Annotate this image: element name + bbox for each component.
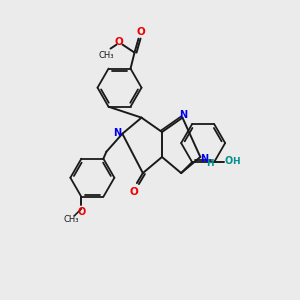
Text: O: O (224, 156, 232, 166)
Text: H: H (232, 157, 240, 166)
Text: O: O (77, 207, 86, 217)
Text: O: O (114, 37, 123, 46)
Text: CH₃: CH₃ (64, 215, 79, 224)
Text: CH₃: CH₃ (99, 51, 114, 60)
Text: N: N (113, 128, 122, 138)
Text: H: H (206, 158, 214, 167)
Text: O: O (130, 187, 138, 197)
Text: N: N (179, 110, 188, 120)
Text: O: O (136, 27, 145, 37)
Text: N: N (200, 154, 208, 164)
